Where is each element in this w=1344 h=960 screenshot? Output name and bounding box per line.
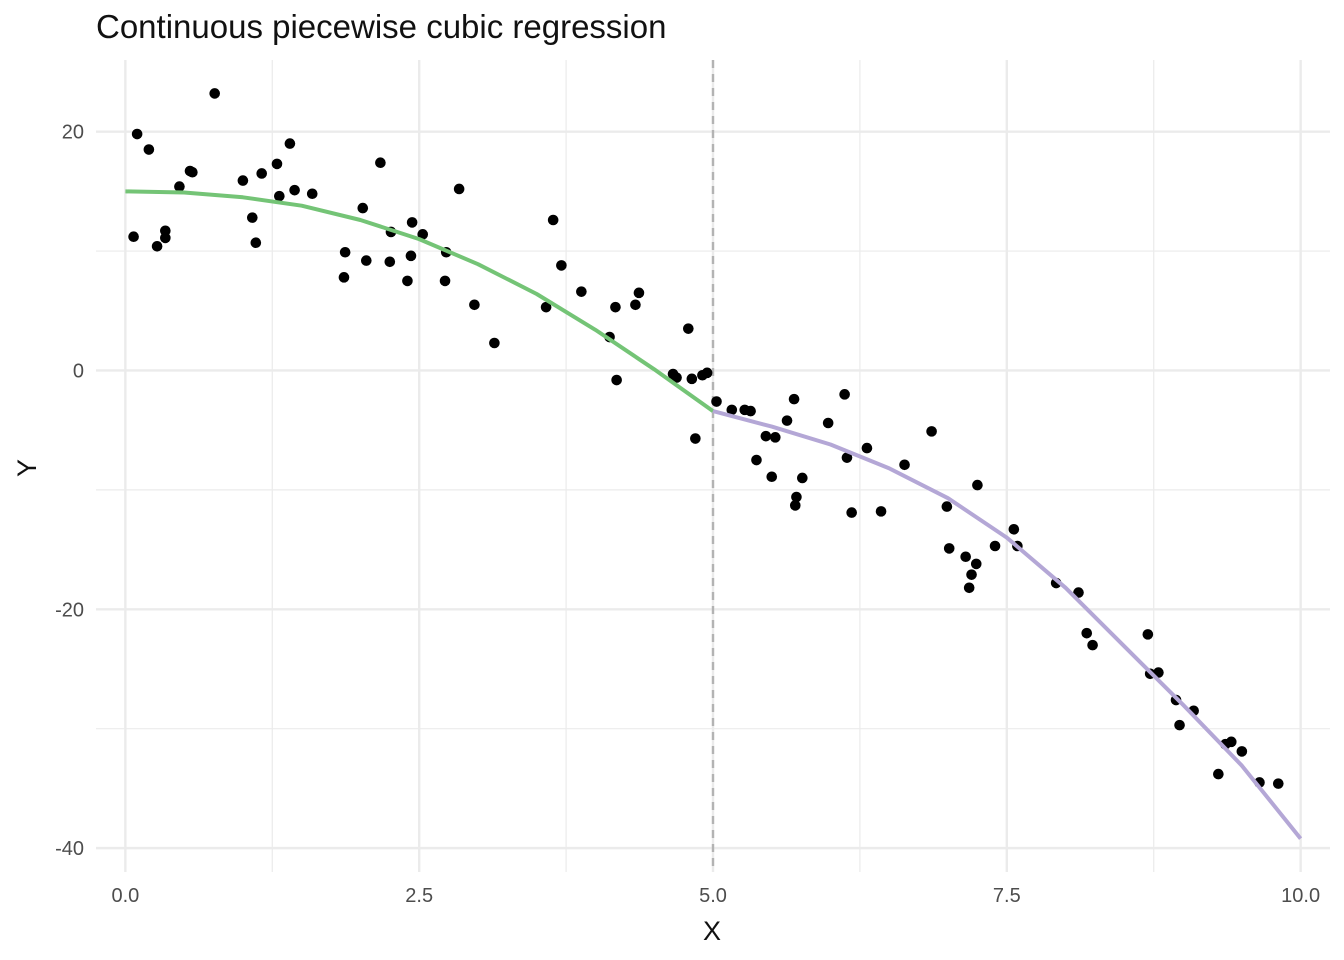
data-point — [972, 479, 983, 491]
data-point — [701, 367, 713, 379]
data-point — [683, 323, 694, 334]
data-point — [943, 543, 955, 554]
data-point — [781, 415, 793, 426]
data-point — [791, 491, 802, 503]
data-point — [489, 337, 500, 349]
data-point — [751, 454, 762, 466]
data-point — [556, 260, 567, 271]
data-point — [247, 212, 258, 223]
data-point — [274, 190, 285, 202]
data-point — [237, 175, 249, 186]
data-point — [406, 217, 418, 228]
data-point — [769, 432, 781, 443]
data-point — [686, 373, 698, 385]
data-point — [760, 430, 772, 442]
data-point — [1087, 639, 1098, 651]
data-point — [174, 181, 185, 192]
data-point — [789, 500, 801, 511]
data-point — [339, 246, 351, 258]
data-point — [187, 166, 198, 178]
data-point — [131, 128, 143, 140]
y-tick-label: 0 — [73, 360, 84, 382]
data-point — [989, 540, 1001, 552]
fit-layer — [125, 189, 1303, 840]
data-point — [1225, 736, 1237, 748]
data-point — [941, 501, 953, 512]
data-point — [839, 389, 850, 400]
data-point — [289, 184, 300, 196]
data-point — [1142, 629, 1154, 640]
data-point — [611, 374, 622, 386]
data-point — [711, 396, 722, 407]
data-point — [417, 229, 429, 240]
y-tick-label: -20 — [55, 599, 84, 621]
data-point — [160, 232, 171, 244]
data-point — [970, 558, 982, 570]
data-point — [690, 433, 701, 444]
points-layer — [128, 88, 1284, 789]
data-point — [306, 188, 318, 200]
data-point — [576, 286, 587, 297]
x-tick-label: 7.5 — [993, 885, 1021, 907]
data-point — [439, 275, 451, 287]
chart-title: Continuous piecewise cubic regression — [96, 8, 667, 45]
data-point — [1081, 627, 1093, 639]
data-point — [143, 144, 155, 155]
data-point — [1236, 746, 1248, 757]
y-axis-title: Y — [12, 459, 42, 477]
data-point — [797, 472, 808, 484]
x-tick-label: 2.5 — [405, 885, 433, 907]
data-point — [899, 459, 910, 471]
x-tick-label: 0.0 — [111, 885, 139, 907]
data-point — [338, 272, 350, 283]
data-point — [361, 255, 372, 266]
data-point — [610, 301, 621, 313]
data-point — [822, 417, 834, 429]
data-point — [128, 231, 139, 243]
data-point — [926, 426, 937, 437]
data-point — [960, 551, 971, 563]
data-point — [1213, 768, 1224, 780]
data-point — [405, 250, 417, 262]
data-point — [469, 299, 480, 311]
data-point — [357, 202, 369, 214]
data-point — [726, 404, 738, 416]
data-point — [375, 157, 386, 168]
data-point — [766, 471, 778, 483]
data-point — [151, 240, 163, 252]
y-tick-label: 20 — [62, 122, 84, 144]
data-point — [1008, 523, 1020, 535]
data-point — [966, 569, 977, 580]
data-point — [875, 506, 887, 517]
data-point — [402, 275, 413, 287]
data-point — [745, 405, 756, 417]
data-point — [271, 158, 283, 170]
data-point — [256, 168, 268, 179]
data-point — [284, 138, 296, 149]
data-point — [1272, 778, 1284, 789]
fit-line-left — [125, 189, 715, 413]
data-point — [788, 393, 800, 405]
data-point — [453, 183, 465, 195]
data-point — [846, 507, 857, 518]
data-point — [209, 88, 220, 99]
data-point — [841, 452, 853, 463]
data-point — [547, 214, 559, 226]
data-point — [384, 256, 396, 268]
x-tick-label: 5.0 — [699, 885, 727, 907]
ticks-layer: 0.0 2.5 5.0 7.5 10.0 20 0 -20 -40 — [55, 122, 1320, 907]
y-tick-label: -40 — [55, 838, 84, 860]
data-point — [671, 372, 682, 383]
data-point — [250, 237, 262, 248]
data-point — [1174, 719, 1185, 731]
data-point — [963, 582, 975, 594]
fit-line-right — [712, 409, 1303, 840]
x-axis-title: X — [703, 916, 721, 946]
data-point — [633, 287, 645, 299]
data-point — [540, 301, 552, 313]
data-point — [861, 442, 873, 454]
x-tick-label: 10.0 — [1281, 885, 1320, 907]
data-point — [630, 299, 641, 311]
